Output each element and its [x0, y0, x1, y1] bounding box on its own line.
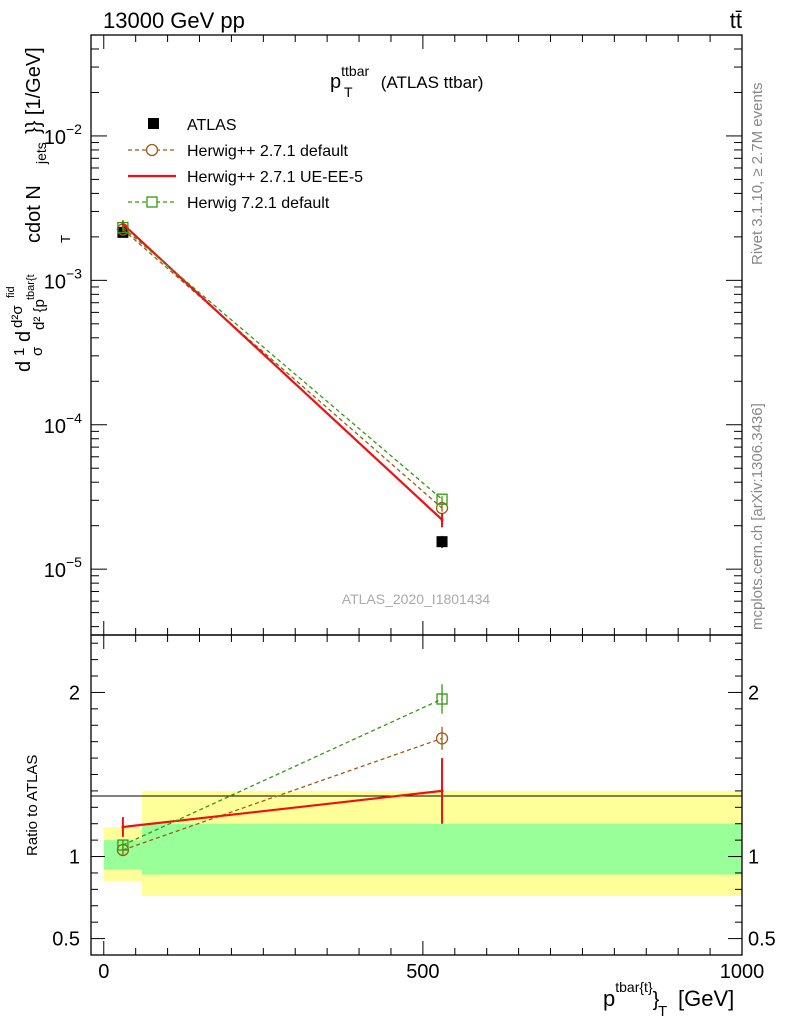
legend-entry-herwig-default: Herwig++ 2.7.1 default — [128, 143, 349, 160]
xlabel: ptbar{t}} — [603, 979, 660, 1011]
plot-title-main: p — [330, 71, 341, 93]
main-ytick-label: 10 — [44, 127, 66, 149]
plot-title-rest: (ATLAS ttbar) — [381, 73, 484, 92]
ratio-bands — [103, 790, 742, 896]
legend-label-atlas: ATLAS — [187, 117, 237, 134]
ratio-ytick-label: 0.5 — [52, 929, 80, 951]
xlabel-sub: T — [658, 1003, 667, 1020]
main-ylabel: d 1 σ d d²σ fid d² {p tbar{t T cdot N je… — [5, 47, 73, 372]
main-ytick-label: 10 — [44, 560, 66, 582]
plot-title: pttbar (ATLAS ttbar) — [330, 59, 483, 93]
ylabel-one: 1 — [11, 348, 28, 356]
legend-entry-atlas: ATLAS — [148, 117, 237, 134]
legend-marker-herwig721 — [146, 196, 158, 208]
legend-label-herwig-default: Herwig++ 2.7.1 default — [187, 143, 349, 160]
ratio-point — [435, 732, 449, 745]
legend: ATLAS Herwig++ 2.7.1 default Herwig++ 2.… — [128, 117, 363, 212]
ylabel-d1: d — [13, 361, 35, 372]
main-ytick-exponent: −3 — [66, 265, 82, 281]
main-panel: 10−510−410−310−2 pttbar (ATLAS ttbar) T … — [5, 34, 743, 636]
legend-entry-herwig-ueee5: Herwig++ 2.7.1 UE-EE-5 — [128, 169, 363, 186]
ylabel-jets: jets — [33, 142, 49, 165]
ratio-band-inner — [142, 823, 742, 875]
main-axis-ticks: 10−510−410−310−2 — [44, 34, 743, 635]
ratio-series — [116, 684, 449, 857]
ratio-axis-ticks: 0 500 1000 0.5 0.5 1 1 2 2 — [52, 635, 776, 983]
ratio-panel: 0 500 1000 0.5 0.5 1 1 2 2 Ratio to ATLAS ptbar{… — [24, 634, 776, 1020]
ylabel-d2p: d² {p — [31, 299, 48, 330]
ylabel-sigma: σ — [29, 346, 46, 356]
ylabel-d2sigma: d²σ — [9, 305, 26, 328]
ratio-line — [122, 737, 443, 851]
main-ytick-exponent: −4 — [66, 410, 82, 426]
ratio-frame — [90, 634, 743, 956]
data-point — [117, 221, 129, 234]
ratio-point — [436, 693, 448, 705]
rivet-label: Rivet 3.1.10, ≥ 2.7M events — [749, 83, 766, 266]
main-series-0 — [117, 226, 448, 549]
main-ytick-label: 10 — [44, 416, 66, 438]
ylabel-d2: d — [13, 331, 35, 342]
header-right: tt̄ — [730, 8, 742, 33]
data-point — [436, 536, 448, 548]
watermark: ATLAS_2020_I1801434 — [342, 591, 491, 607]
ratio-point — [121, 825, 125, 829]
data-point — [121, 222, 125, 226]
series-line — [122, 228, 443, 509]
ylabel-tbart: tbar{t — [25, 274, 37, 300]
ratio-ytick-label: 2 — [69, 682, 80, 704]
series-line — [122, 223, 443, 521]
mcplots-label: mcplots.cern.ch [arXiv:1306.3436] — [749, 403, 766, 630]
xtick-label: 500 — [406, 961, 439, 983]
main-series-1 — [116, 223, 449, 515]
xlabel-rest: [GeV] — [678, 986, 734, 1011]
ratio-ylabel: Ratio to ATLAS — [24, 755, 41, 856]
legend-label-herwig-ueee5: Herwig++ 2.7.1 UE-EE-5 — [187, 169, 363, 186]
ratio-line — [122, 698, 443, 846]
ylabel-unit: }} [1/GeV] — [23, 47, 45, 134]
main-ytick-exponent: −2 — [66, 121, 82, 137]
legend-label-herwig721: Herwig 7.2.1 default — [187, 195, 330, 212]
data-point — [440, 518, 444, 522]
ratio-ytick-label-right: 1 — [748, 847, 759, 869]
legend-entry-herwig721: Herwig 7.2.1 default — [128, 195, 330, 212]
main-series-3 — [117, 221, 448, 505]
ratio-point — [117, 839, 129, 851]
main-series — [116, 220, 449, 549]
xlabel-brace: } — [653, 989, 660, 1011]
plot-title-sup: ttbar — [341, 63, 369, 79]
ylabel-T: T — [58, 235, 73, 243]
xtick-label: 1000 — [720, 961, 765, 983]
ylabel-fid: fid — [5, 286, 17, 298]
legend-marker-herwig-default — [145, 143, 159, 157]
xlabel-main: p — [603, 986, 615, 1011]
main-series-2 — [121, 220, 444, 528]
ratio-series-2 — [117, 684, 448, 851]
legend-marker-atlas — [148, 118, 159, 129]
plot-title-sub: T — [344, 84, 353, 100]
header-left: 13000 GeV pp — [103, 8, 245, 33]
xlabel-sup: tbar{t} — [615, 979, 653, 995]
ylabel-cdot: cdot N — [23, 185, 45, 243]
ratio-ytick-label-right: 0.5 — [748, 929, 776, 951]
ratio-ytick-label-right: 2 — [748, 682, 759, 704]
ratio-point — [440, 789, 444, 793]
xtick-label: 0 — [98, 961, 109, 983]
main-ytick-exponent: −5 — [66, 554, 82, 570]
data-point — [436, 493, 448, 505]
main-ytick-label: 10 — [44, 271, 66, 293]
ratio-ytick-label: 1 — [69, 847, 80, 869]
